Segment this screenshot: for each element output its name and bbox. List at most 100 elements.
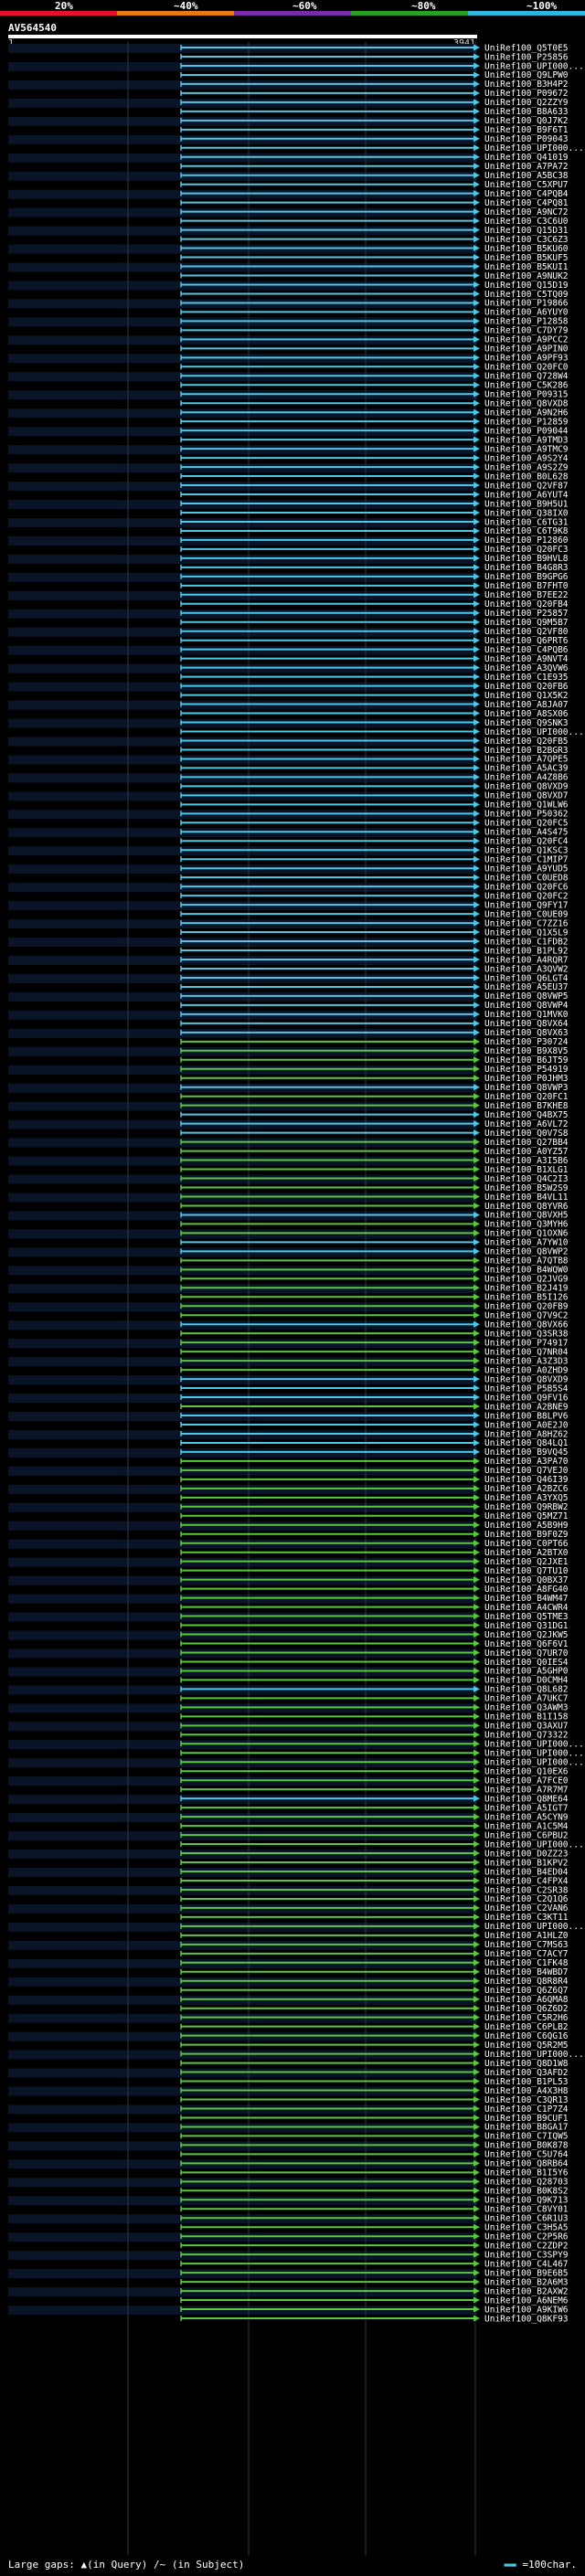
hit-row[interactable]: UniRef100_A9N2H6 [180,408,569,419]
hit-label[interactable]: UniRef100_Q20FC2 [484,891,569,901]
hit-row[interactable]: UniRef100_C7ACY7 [180,1949,569,1959]
hit-label[interactable]: UniRef100_B4WM47 [484,1594,569,1604]
hit-row[interactable]: UniRef100_C0PT66 [180,1539,569,1549]
hit-label[interactable]: UniRef100_Q3AWM3 [484,1703,569,1713]
hit-row[interactable]: UniRef100_A3QVW6 [180,663,569,673]
hit-row[interactable]: UniRef100_A6VL72 [180,1119,569,1129]
hit-row[interactable]: UniRef100_B9VQ45 [180,1447,569,1458]
hit-label[interactable]: UniRef100_B4VL11 [484,1193,569,1203]
hit-row[interactable]: UniRef100_C2Q1Q6 [180,1894,569,1904]
hit-label[interactable]: UniRef100_A8SX06 [484,709,569,719]
hit-row[interactable]: UniRef100_A3Z3D3 [180,1356,569,1366]
hit-label[interactable]: UniRef100_B9HVL8 [484,554,569,564]
hit-row[interactable]: UniRef100_B9F0Z9 [180,1530,569,1540]
hit-label[interactable]: UniRef100_C0PT66 [484,1539,569,1549]
hit-row[interactable]: UniRef100_Q7UR70 [180,1648,569,1659]
hit-row[interactable]: UniRef100_Q73322 [180,1731,569,1741]
hit-row[interactable]: UniRef100_B4ED04 [180,1867,569,1877]
hit-row[interactable]: UniRef100_Q4C2I3 [180,1174,569,1184]
hit-row[interactable]: UniRef100_Q2JXE1 [180,1557,569,1567]
hit-label[interactable]: UniRef100_C3C6Z3 [484,235,569,245]
hit-row[interactable]: UniRef100_P50362 [180,810,569,820]
hit-label[interactable]: UniRef100_UPI000... [484,143,584,154]
hit-row[interactable]: UniRef100_P74917 [180,1338,569,1348]
hit-label[interactable]: UniRef100_C2VAN6 [484,1903,569,1913]
hit-label[interactable]: UniRef100_Q8VWP5 [484,991,569,1002]
hit-row[interactable]: UniRef100_Q7TU10 [180,1566,569,1576]
hit-label[interactable]: UniRef100_A9TMD3 [484,435,569,445]
hit-label[interactable]: UniRef100_B9E6B5 [484,2268,569,2278]
hit-row[interactable]: UniRef100_B5I126 [180,1293,569,1303]
hit-row[interactable]: UniRef100_P0JHM3 [180,1074,569,1084]
hit-row[interactable]: UniRef100_Q3AXU7 [180,1722,569,1732]
hit-label[interactable]: UniRef100_Q5TME3 [484,1612,569,1622]
hit-row[interactable]: UniRef100_A0E2J0 [180,1420,569,1430]
hit-row[interactable]: UniRef100_A9NUK2 [180,271,569,281]
hit-row[interactable]: UniRef100_B2AXW2 [180,2286,569,2296]
hit-label[interactable]: UniRef100_P74917 [484,1338,569,1348]
hit-row[interactable]: UniRef100_B9E6B5 [180,2268,569,2278]
hit-row[interactable]: UniRef100_D0ZZ23 [180,1849,569,1859]
hit-row[interactable]: UniRef100_C5XPU7 [180,180,569,190]
hit-row[interactable]: UniRef100_C5K286 [180,381,569,391]
hit-label[interactable]: UniRef100_Q5T0E5 [484,43,569,53]
hit-label[interactable]: UniRef100_Q9RBW2 [484,1502,569,1512]
hit-row[interactable]: UniRef100_B7EE22 [180,590,569,600]
hit-row[interactable]: UniRef100_B9X8V5 [180,1046,569,1056]
hit-label[interactable]: UniRef100_C2SR38 [484,1885,569,1895]
hit-row[interactable]: UniRef100_A7PA72 [180,162,569,172]
hit-row[interactable]: UniRef100_C2SR38 [180,1885,569,1895]
hit-row[interactable]: UniRef100_A3PA70 [180,1457,569,1467]
hit-label[interactable]: UniRef100_A6QMA8 [484,1995,569,2005]
hit-label[interactable]: UniRef100_A9NC72 [484,207,569,217]
hit-row[interactable]: UniRef100_Q28703 [180,2178,569,2188]
hit-row[interactable]: UniRef100_C5R2H6 [180,2013,569,2023]
hit-row[interactable]: UniRef100_C1FK48 [180,1958,569,1968]
hit-label[interactable]: UniRef100_B8LPV6 [484,1411,569,1421]
hit-row[interactable]: UniRef100_UPI000... [180,1749,584,1759]
hit-label[interactable]: UniRef100_Q8KF93 [484,2314,569,2324]
hit-row[interactable]: UniRef100_A4RQR7 [180,955,569,965]
hit-row[interactable]: UniRef100_C4PQB6 [180,645,569,655]
hit-label[interactable]: UniRef100_B9H5U1 [484,499,569,509]
hit-row[interactable]: UniRef100_C5U764 [180,2150,569,2160]
hit-row[interactable]: UniRef100_B5W2S9 [180,1183,569,1193]
hit-row[interactable]: UniRef100_C6R1U3 [180,2214,569,2224]
hit-row[interactable]: UniRef100_Q8D1W8 [180,2059,569,2069]
hit-row[interactable]: UniRef100_UPI000... [180,2050,584,2060]
hit-row[interactable]: UniRef100_A2BTX0 [180,1548,569,1558]
hit-row[interactable]: UniRef100_A4X3H8 [180,2086,569,2096]
hit-label[interactable]: UniRef100_C2Q1Q6 [484,1894,569,1904]
hit-row[interactable]: UniRef100_A9TMC9 [180,444,569,454]
hit-label[interactable]: UniRef100_B8GA17 [484,2123,569,2133]
hit-row[interactable]: UniRef100_C8VY01 [180,2205,569,2215]
hit-label[interactable]: UniRef100_Q20FC1 [484,1092,569,1102]
hit-label[interactable]: UniRef100_P09672 [484,89,569,99]
hit-label[interactable]: UniRef100_A2BZC6 [484,1484,569,1494]
hit-label[interactable]: UniRef100_Q73322 [484,1731,569,1741]
hit-label[interactable]: UniRef100_Q1WLW6 [484,800,569,811]
hit-label[interactable]: UniRef100_Q5R2M5 [484,2041,569,2051]
hit-label[interactable]: UniRef100_A9S2Z9 [484,462,569,472]
hit-row[interactable]: UniRef100_Q9FV16 [180,1393,569,1403]
hit-label[interactable]: UniRef100_A6YUY0 [484,308,569,318]
hit-row[interactable]: UniRef100_B1I5Y6 [180,2168,569,2178]
hit-row[interactable]: UniRef100_Q8VXD9 [180,782,569,792]
hit-label[interactable]: UniRef100_A5BC38 [484,171,569,181]
hit-label[interactable]: UniRef100_C1FDB2 [484,937,569,947]
hit-row[interactable]: UniRef100_Q9M5B7 [180,618,569,628]
hit-label[interactable]: UniRef100_A0ZHD9 [484,1365,569,1375]
hit-label[interactable]: UniRef100_C8VY01 [484,2205,569,2215]
hit-label[interactable]: UniRef100_Q2VF80 [484,627,569,637]
hit-row[interactable]: UniRef100_Q8VXD8 [180,399,569,409]
hit-label[interactable]: UniRef100_B2A6M3 [484,2277,569,2287]
hit-row[interactable]: UniRef100_A2BNE9 [180,1402,569,1412]
hit-row[interactable]: UniRef100_B8LPV6 [180,1411,569,1421]
hit-label[interactable]: UniRef100_B9VQ45 [484,1447,569,1458]
hit-row[interactable]: UniRef100_Q20FC2 [180,891,569,901]
hit-row[interactable]: UniRef100_B7KHE8 [180,1101,569,1111]
hit-row[interactable]: UniRef100_Q7NR04 [180,1347,569,1357]
hit-row[interactable]: UniRef100_B2J419 [180,1284,569,1294]
hit-row[interactable]: UniRef100_A7UKC7 [180,1694,569,1704]
hit-label[interactable]: UniRef100_B3H4P2 [484,80,569,90]
